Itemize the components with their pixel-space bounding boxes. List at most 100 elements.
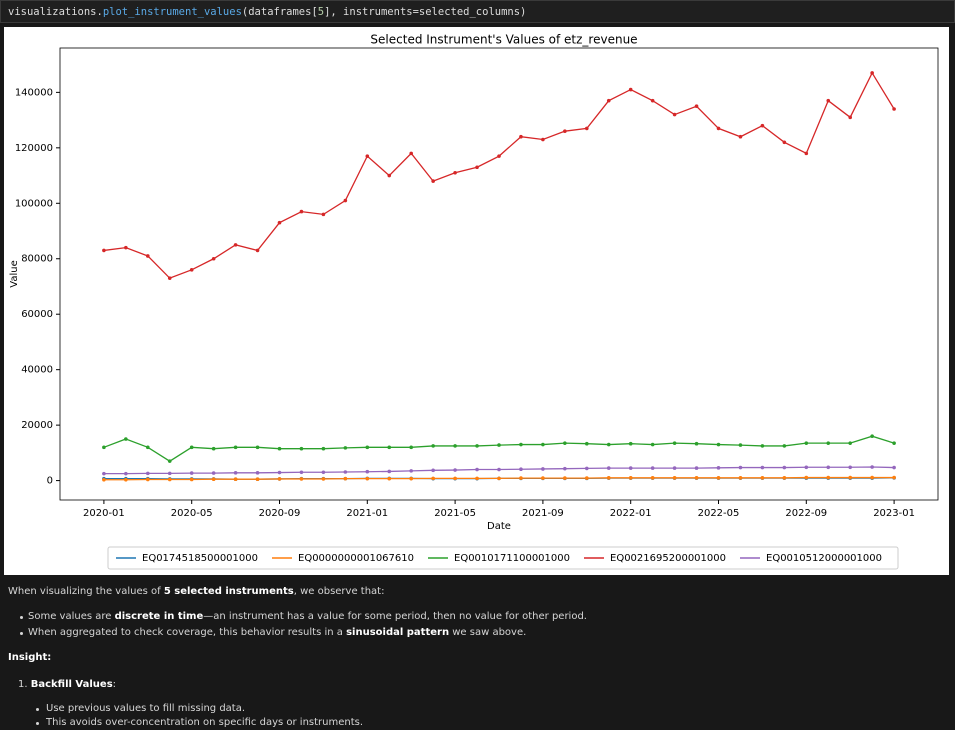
list-item: Use previous values to fill missing data… bbox=[46, 703, 245, 714]
y-tick-label: 100000 bbox=[15, 198, 53, 209]
code: (dataframes[ bbox=[241, 6, 318, 18]
plot-frame bbox=[59, 47, 939, 501]
list-item: This avoids over-concentration on specif… bbox=[46, 717, 363, 728]
data-point bbox=[848, 441, 852, 445]
data-point bbox=[475, 476, 479, 481]
data-point bbox=[277, 220, 282, 225]
data-point bbox=[189, 477, 194, 482]
x-axis-label: Date bbox=[487, 521, 511, 532]
data-point bbox=[585, 441, 589, 446]
data-point bbox=[299, 477, 304, 481]
data-point bbox=[519, 476, 523, 480]
legend-label: EQ0174518500001000 bbox=[142, 553, 258, 564]
data-point bbox=[255, 248, 260, 253]
data-point bbox=[387, 173, 392, 178]
data-point bbox=[672, 112, 677, 117]
data-point bbox=[826, 465, 831, 470]
data-point bbox=[277, 446, 282, 451]
bullet bbox=[36, 722, 39, 725]
data-point bbox=[826, 441, 831, 445]
data-point bbox=[277, 470, 282, 475]
list-item: When aggregated to check coverage, this … bbox=[28, 627, 526, 638]
text: When visualizing the values of bbox=[8, 586, 164, 597]
data-point bbox=[255, 445, 260, 450]
data-point bbox=[321, 446, 326, 451]
data-point bbox=[255, 477, 260, 482]
data-point bbox=[892, 107, 896, 111]
data-point bbox=[299, 446, 304, 451]
number: 1. bbox=[18, 679, 31, 690]
data-point bbox=[365, 476, 370, 481]
data-point bbox=[782, 476, 787, 480]
data-point bbox=[321, 477, 326, 481]
text: 5 selected instruments bbox=[163, 586, 294, 597]
data-point bbox=[124, 471, 128, 476]
data-point bbox=[519, 467, 523, 472]
x-tick-label: 2022-01 bbox=[610, 508, 652, 519]
data-point bbox=[782, 444, 787, 448]
data-point bbox=[804, 475, 809, 480]
x-tick-label: 2022-05 bbox=[698, 508, 740, 519]
data-point bbox=[585, 476, 589, 480]
data-point bbox=[409, 469, 414, 473]
text: discrete in time bbox=[114, 611, 204, 622]
data-point bbox=[760, 476, 765, 480]
y-tick-label: 40000 bbox=[21, 365, 53, 376]
data-point bbox=[343, 446, 348, 450]
data-point bbox=[387, 469, 392, 474]
chart: Selected Instrument's Values of etz_reve… bbox=[9, 33, 939, 570]
y-tick-label: 20000 bbox=[21, 420, 53, 431]
y-axis-label: Value bbox=[9, 260, 20, 287]
data-point bbox=[782, 140, 787, 145]
data-point bbox=[233, 477, 238, 482]
data-point bbox=[672, 466, 677, 470]
data-point bbox=[519, 442, 523, 447]
data-point bbox=[585, 466, 589, 471]
data-point bbox=[738, 443, 743, 447]
data-point bbox=[563, 129, 567, 133]
data-point bbox=[299, 470, 304, 475]
data-point bbox=[387, 476, 392, 481]
data-point bbox=[211, 477, 216, 482]
data-point bbox=[146, 477, 150, 482]
data-point bbox=[167, 477, 172, 482]
data-point bbox=[431, 179, 435, 183]
y-tick-label: 0 bbox=[47, 476, 53, 487]
data-point bbox=[738, 476, 743, 480]
legend-label: EQ0021695200001000 bbox=[610, 553, 726, 564]
text: —an instrument has a value for some peri… bbox=[203, 611, 587, 622]
data-point bbox=[606, 466, 611, 470]
data-point bbox=[167, 471, 172, 476]
data-point bbox=[892, 475, 896, 480]
data-point bbox=[211, 471, 216, 475]
data-point bbox=[497, 476, 501, 481]
data-point bbox=[760, 123, 765, 128]
data-point bbox=[541, 442, 545, 447]
legend-label: EQ0000000001067610 bbox=[298, 553, 414, 564]
data-point bbox=[826, 475, 831, 480]
text: This avoids over-concentration on specif… bbox=[46, 717, 364, 728]
legend-box bbox=[107, 546, 899, 570]
data-point bbox=[475, 467, 479, 472]
text: Insight: bbox=[8, 652, 52, 663]
data-point bbox=[124, 437, 128, 441]
code: plot_instrument_values bbox=[102, 6, 242, 18]
data-point bbox=[343, 198, 348, 203]
code: 5 bbox=[317, 6, 325, 18]
data-point bbox=[650, 98, 655, 103]
data-point bbox=[848, 475, 852, 480]
data-point bbox=[365, 154, 370, 158]
data-point bbox=[738, 465, 743, 470]
data-point bbox=[189, 471, 194, 475]
data-point bbox=[233, 243, 238, 247]
data-point bbox=[650, 476, 655, 480]
data-point bbox=[409, 151, 414, 156]
data-point bbox=[870, 434, 874, 439]
data-point bbox=[497, 443, 501, 447]
data-point bbox=[563, 441, 567, 445]
data-point bbox=[585, 126, 589, 131]
bullet bbox=[20, 616, 23, 619]
text: When aggregated to check coverage, this … bbox=[28, 627, 347, 638]
data-point bbox=[431, 468, 435, 473]
text: we saw above. bbox=[449, 627, 527, 638]
